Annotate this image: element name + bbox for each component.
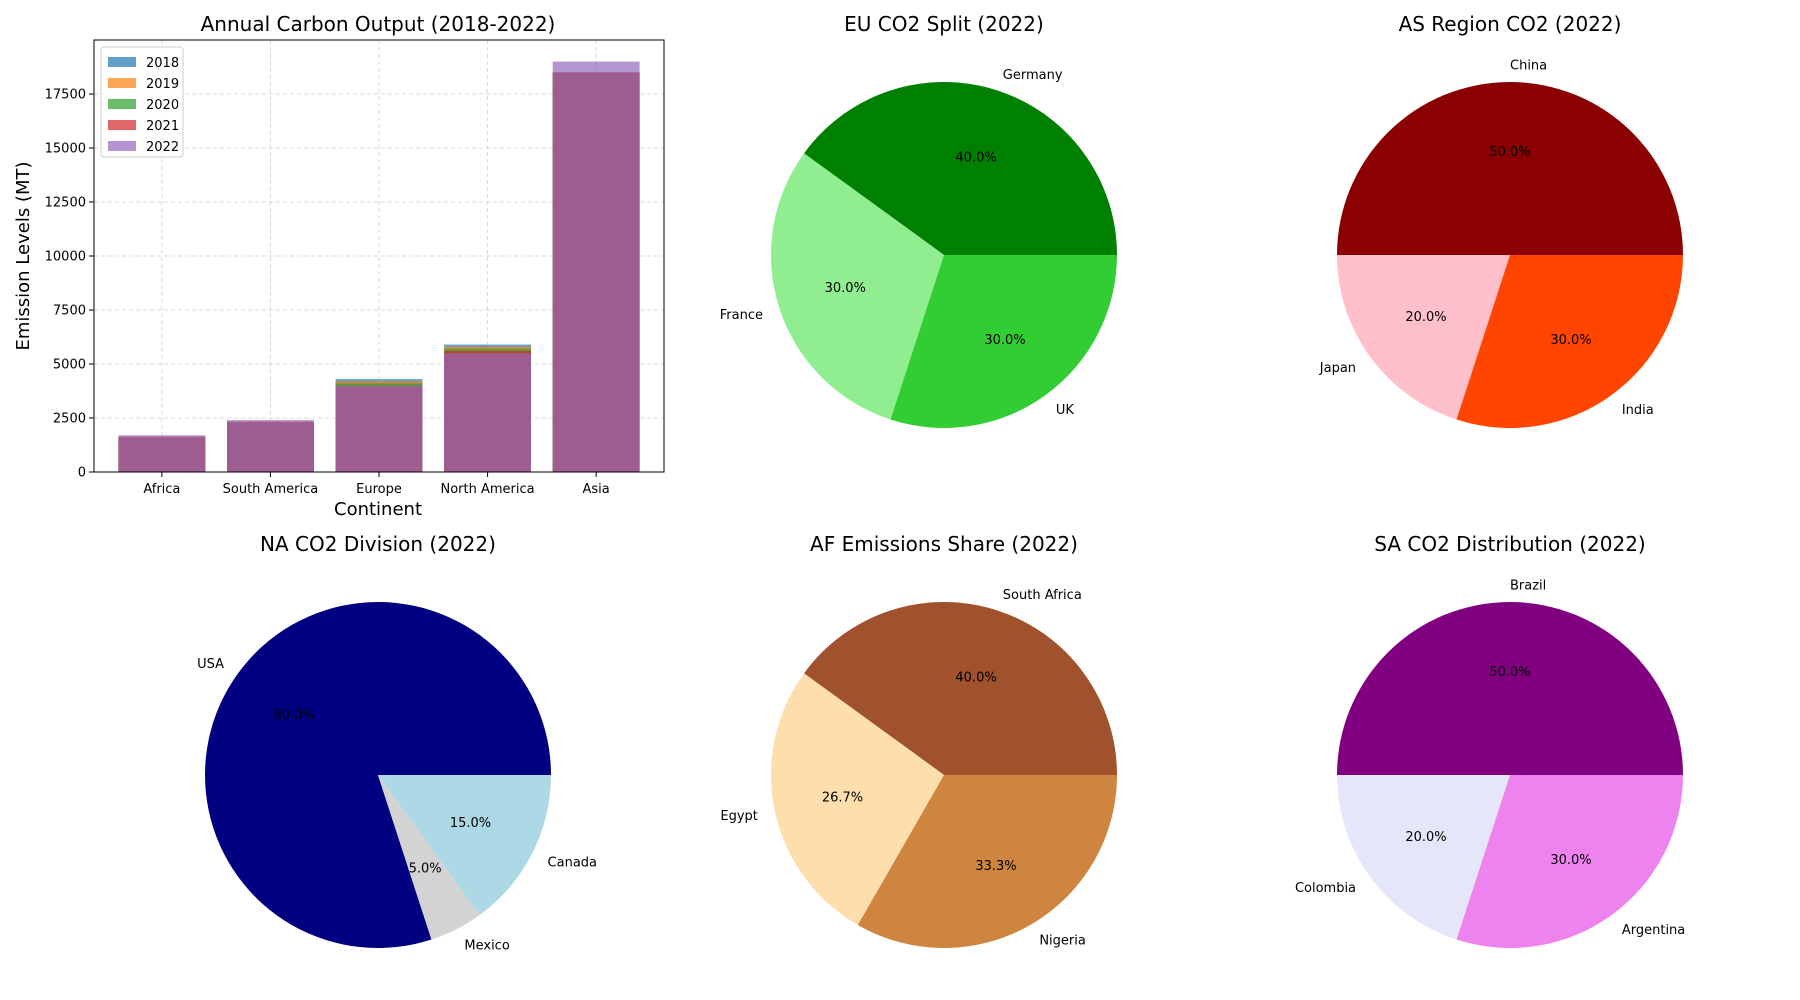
x-tick-label-asia: Asia <box>583 482 610 497</box>
pie-as-title: AS Region CO2 (2022) <box>1399 12 1622 36</box>
legend-label-2018: 2018 <box>146 56 179 71</box>
pie-pct-brazil: 50.0% <box>1489 665 1530 680</box>
pie-label-china: China <box>1510 59 1547 74</box>
bar-2022-south-america <box>227 420 314 472</box>
bar-2022-africa <box>118 435 205 472</box>
pie-label-mexico: Mexico <box>464 939 509 954</box>
pie-label-usa: USA <box>197 657 224 672</box>
bar-chart-legend: 2018 2019 2020 2021 2022 <box>101 47 183 157</box>
pie-label-brazil: Brazil <box>1510 579 1546 594</box>
pie-label-argentina: Argentina <box>1622 923 1685 938</box>
pie-pct-uk: 30.0% <box>984 333 1025 348</box>
pie-pct-china: 50.0% <box>1489 145 1530 160</box>
y-tick-label: 15000 <box>45 142 86 157</box>
legend-swatch-2021 <box>108 120 136 130</box>
pie-pct-mexico: 5.0% <box>409 861 442 876</box>
pie-pct-usa: 80.0% <box>273 708 314 723</box>
pie-pct-france: 30.0% <box>825 281 866 296</box>
y-tick-label: 12500 <box>45 196 86 211</box>
pie-label-japan: Japan <box>1319 361 1356 376</box>
x-tick-label-south-america: South America <box>223 482 319 497</box>
bar-chart-title: Annual Carbon Output (2018-2022) <box>201 12 556 36</box>
legend-label-2022: 2022 <box>146 140 179 155</box>
legend-label-2020: 2020 <box>146 98 179 113</box>
y-tick-label: 10000 <box>45 250 86 265</box>
bar-2022-asia <box>553 62 640 472</box>
pie-pct-egypt: 26.7% <box>822 791 863 806</box>
x-tick-label-north-america: North America <box>441 482 535 497</box>
y-tick-label: 7500 <box>53 304 86 319</box>
pie-label-germany: Germany <box>1003 68 1063 83</box>
legend-swatch-2018 <box>108 57 136 67</box>
pie-eu-title: EU CO2 Split (2022) <box>844 12 1044 36</box>
legend-label-2021: 2021 <box>146 119 179 134</box>
y-tick-label: 17500 <box>45 88 86 103</box>
bar-2022-north-america <box>444 353 531 472</box>
bar-chart-y-axis-label: Emission Levels (MT) <box>13 162 34 351</box>
pie-pct-south-africa: 40.0% <box>955 670 996 685</box>
x-tick-label-africa: Africa <box>143 482 180 497</box>
pie-label-egypt: Egypt <box>720 809 758 824</box>
pie-label-india: India <box>1622 403 1654 418</box>
pie-label-nigeria: Nigeria <box>1039 934 1086 949</box>
pie-label-south-africa: South Africa <box>1003 588 1082 603</box>
pie-pct-argentina: 30.0% <box>1550 853 1591 868</box>
x-tick-label-europe: Europe <box>356 482 402 497</box>
pie-pct-nigeria: 33.3% <box>975 859 1016 874</box>
pie-sa-title: SA CO2 Distribution (2022) <box>1374 532 1645 556</box>
legend-swatch-2022 <box>108 141 136 151</box>
bar-chart-x-axis-label: Continent <box>334 499 422 520</box>
pie-pct-canada: 15.0% <box>450 816 491 831</box>
y-tick-label: 2500 <box>53 412 86 427</box>
pie-na-title: NA CO2 Division (2022) <box>260 532 496 556</box>
legend-label-2019: 2019 <box>146 77 179 92</box>
pie-pct-japan: 20.0% <box>1405 310 1446 325</box>
pie-label-colombia: Colombia <box>1295 881 1356 896</box>
pie-label-canada: Canada <box>548 855 597 870</box>
bar-2022-europe <box>336 386 423 472</box>
pie-af-title: AF Emissions Share (2022) <box>810 532 1078 556</box>
legend-swatch-2020 <box>108 99 136 109</box>
pie-pct-colombia: 20.0% <box>1405 830 1446 845</box>
y-tick-label: 0 <box>78 466 86 481</box>
pie-label-uk: UK <box>1056 403 1075 418</box>
pie-pct-india: 30.0% <box>1550 333 1591 348</box>
pie-pct-germany: 40.0% <box>955 150 996 165</box>
y-tick-label: 5000 <box>53 358 86 373</box>
pie-label-france: France <box>720 308 763 323</box>
legend-swatch-2019 <box>108 78 136 88</box>
